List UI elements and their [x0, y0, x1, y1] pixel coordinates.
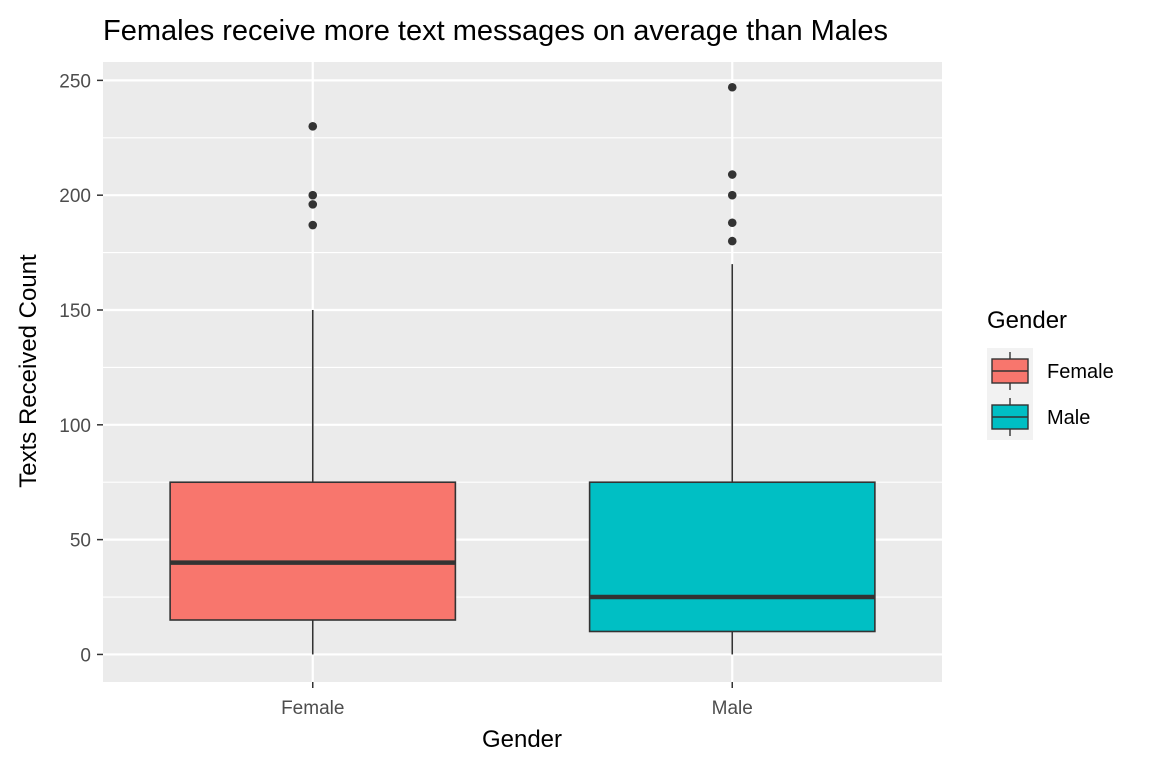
outlier-point: [727, 218, 737, 228]
legend-label: Female: [1047, 361, 1114, 383]
legend-item-female: Female: [987, 348, 1114, 394]
legend: Gender Female Male: [987, 307, 1114, 440]
iqr-box: [588, 481, 876, 633]
box-male: [588, 82, 876, 655]
y-tick-label: 50: [70, 531, 91, 552]
y-tick-label: 250: [59, 71, 91, 92]
outlier-point: [308, 121, 318, 131]
y-axis: 0 50 100 150 200 250: [59, 71, 103, 666]
outlier-point: [308, 200, 318, 209]
box-series: [169, 82, 876, 655]
x-tick-label: Female: [281, 698, 344, 719]
legend-title: Gender: [987, 307, 1067, 334]
x-tick-label: Male: [712, 698, 753, 719]
y-tick-label: 0: [80, 645, 91, 666]
chart-title: Females receive more text messages on av…: [103, 15, 888, 47]
y-tick-label: 200: [59, 186, 91, 207]
iqr-box: [169, 481, 457, 621]
x-axis-title: Gender: [482, 726, 562, 753]
y-axis-title: Texts Received Count: [15, 254, 42, 488]
y-tick-label: 150: [59, 301, 91, 322]
outlier-point: [727, 190, 737, 200]
outlier-point: [727, 170, 737, 179]
outlier-point: [727, 236, 737, 246]
outlier-point: [308, 190, 318, 200]
x-axis: Female Male: [281, 682, 753, 719]
box-female: [169, 121, 457, 655]
outlier-point: [727, 82, 737, 92]
y-tick-label: 100: [59, 416, 91, 437]
legend-label: Male: [1047, 407, 1090, 429]
outlier-point: [308, 220, 318, 230]
legend-item-male: Male: [987, 394, 1090, 440]
